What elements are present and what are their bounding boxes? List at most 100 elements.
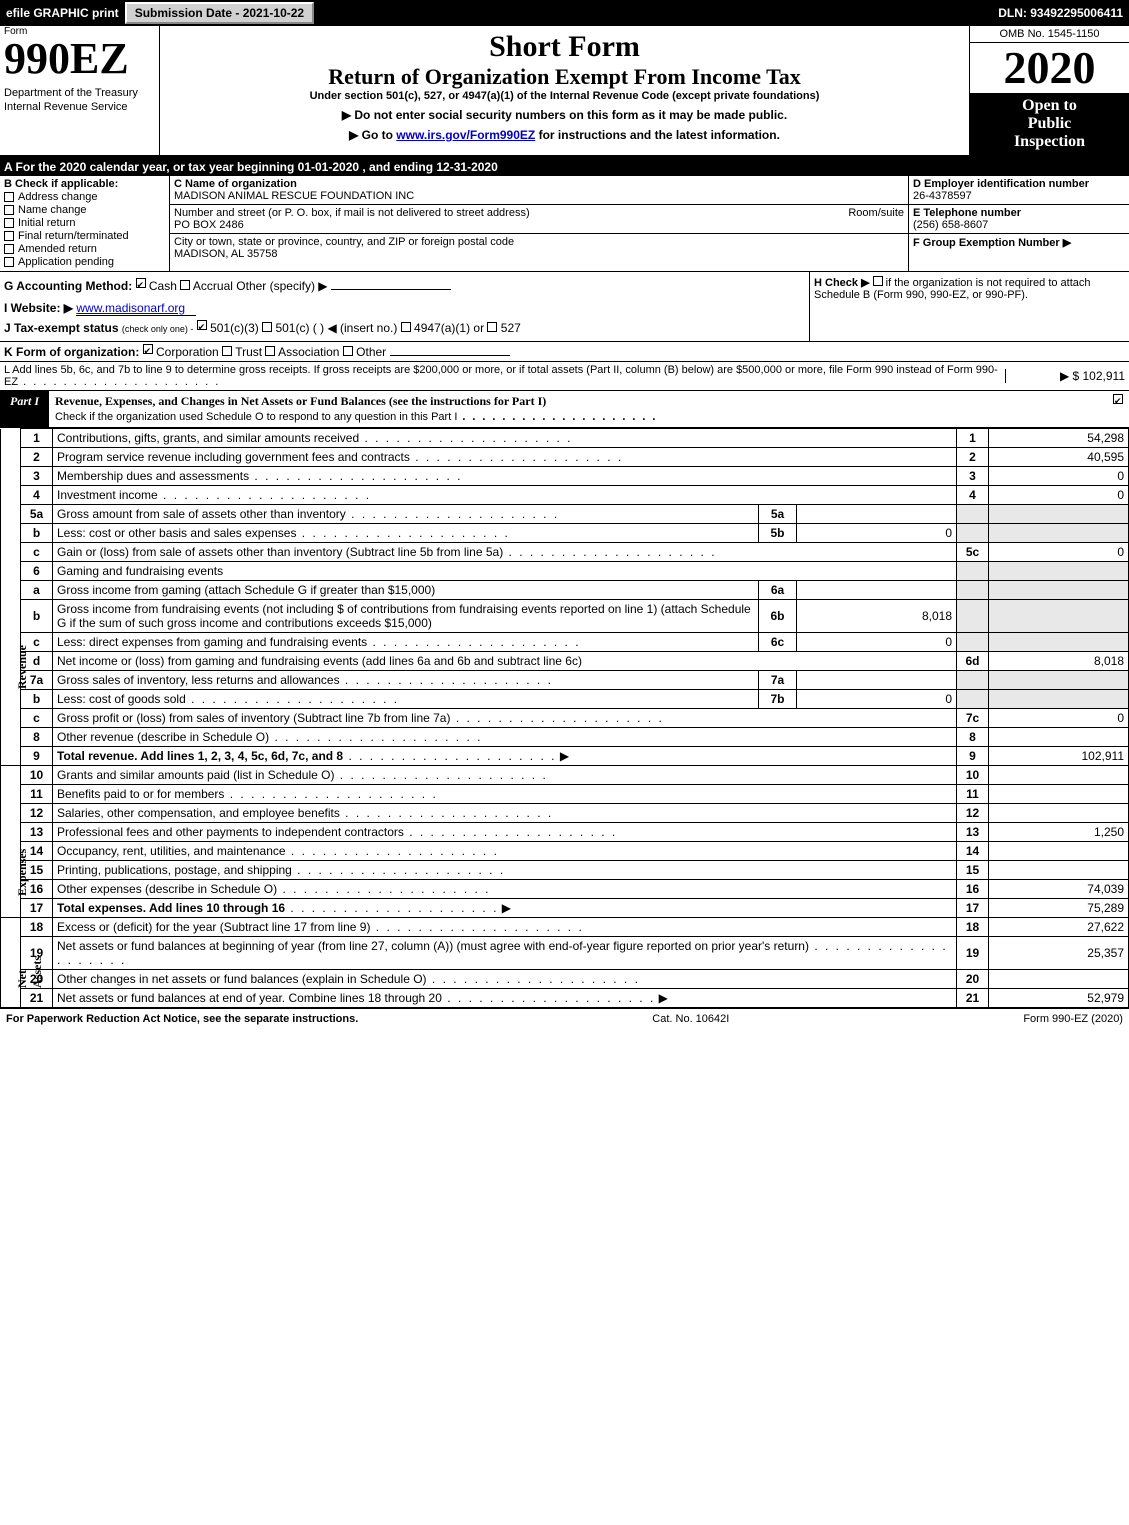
- top-bar: efile GRAPHIC print Submission Date - 20…: [0, 0, 1129, 26]
- dept-treasury: Department of the Treasury: [0, 81, 159, 101]
- org-address: PO BOX 2486: [174, 219, 530, 231]
- val-5b: 0: [797, 524, 957, 543]
- checkbox-501c3[interactable]: [197, 320, 207, 330]
- footer-catno: Cat. No. 10642I: [652, 1013, 729, 1025]
- val-20: [989, 970, 1129, 989]
- g-label: G Accounting Method:: [4, 279, 132, 293]
- title-sub: Return of Organization Exempt From Incom…: [166, 64, 963, 90]
- val-6d: 8,018: [989, 652, 1129, 671]
- val-17: 75,289: [989, 899, 1129, 918]
- k-label: K Form of organization:: [4, 345, 139, 359]
- checkbox-name-change[interactable]: [4, 205, 14, 215]
- arrow-icon: ▶: [502, 901, 511, 915]
- part-i-tab: Part I: [0, 391, 49, 427]
- checkbox-501c[interactable]: [262, 322, 272, 332]
- val-21: 52,979: [989, 989, 1129, 1008]
- form-header: Form 990EZ Department of the Treasury In…: [0, 26, 1129, 158]
- val-1: 54,298: [989, 429, 1129, 448]
- footer-left: For Paperwork Reduction Act Notice, see …: [6, 1013, 358, 1025]
- i-label: I Website: ▶: [4, 301, 73, 315]
- checkbox-address-change[interactable]: [4, 192, 14, 202]
- checkbox-527[interactable]: [487, 322, 497, 332]
- val-12: [989, 804, 1129, 823]
- org-name: MADISON ANIMAL RESCUE FOUNDATION INC: [174, 190, 414, 202]
- part-i-header: Part I Revenue, Expenses, and Changes in…: [0, 391, 1129, 428]
- col-c-org-info: C Name of organization MADISON ANIMAL RE…: [170, 176, 909, 271]
- org-city: MADISON, AL 35758: [174, 248, 514, 260]
- checkbox-trust[interactable]: [222, 346, 232, 356]
- col-b-checkboxes: B Check if applicable: Address change Na…: [0, 176, 170, 271]
- arrow-icon: ▶: [659, 991, 668, 1005]
- omb-number: OMB No. 1545-1150: [970, 26, 1129, 43]
- val-5c: 0: [989, 543, 1129, 562]
- val-7b: 0: [797, 690, 957, 709]
- arrow-icon: ▶: [560, 749, 569, 763]
- val-2: 40,595: [989, 448, 1129, 467]
- e-tel-label: E Telephone number: [913, 207, 1125, 219]
- vlabel-revenue: Revenue: [15, 645, 30, 689]
- footer-form: Form 990-EZ (2020): [1023, 1013, 1123, 1025]
- line-l: L Add lines 5b, 6c, and 7b to line 9 to …: [0, 362, 1129, 391]
- other-org-input[interactable]: [390, 355, 510, 356]
- section-g-h: G Accounting Method: Cash Accrual Other …: [0, 272, 1129, 342]
- efile-label: efile GRAPHIC print: [6, 6, 119, 20]
- checkbox-corporation[interactable]: [143, 344, 153, 354]
- val-11: [989, 785, 1129, 804]
- checkbox-h[interactable]: [873, 276, 883, 286]
- form-number: 990EZ: [0, 37, 159, 81]
- page-footer: For Paperwork Reduction Act Notice, see …: [0, 1008, 1129, 1029]
- checkbox-application-pending[interactable]: [4, 257, 14, 267]
- part-i-table: Revenue 1Contributions, gifts, grants, a…: [0, 428, 1129, 1008]
- goto-prefix: ▶ Go to: [349, 128, 396, 142]
- telephone-value: (256) 658-8607: [913, 219, 1125, 231]
- checkbox-schedule-o[interactable]: [1113, 394, 1123, 404]
- d-ein-label: D Employer identification number: [913, 178, 1125, 190]
- checkbox-cash[interactable]: [136, 278, 146, 288]
- note-goto: ▶ Go to www.irs.gov/Form990EZ for instru…: [166, 128, 963, 142]
- j-label: J Tax-exempt status: [4, 321, 119, 335]
- part-i-title: Revenue, Expenses, and Changes in Net As…: [55, 394, 546, 408]
- val-13: 1,250: [989, 823, 1129, 842]
- ein-value: 26-4378597: [913, 190, 1125, 202]
- goto-suffix: for instructions and the latest informat…: [539, 128, 780, 142]
- checkbox-association[interactable]: [265, 346, 275, 356]
- submission-date-button[interactable]: Submission Date - 2021-10-22: [125, 2, 314, 24]
- vlabel-netassets: Net Assets: [15, 956, 45, 988]
- val-3: 0: [989, 467, 1129, 486]
- dept-irs: Internal Revenue Service: [0, 101, 159, 115]
- other-specify-input[interactable]: [331, 289, 451, 290]
- checkbox-amended-return[interactable]: [4, 244, 14, 254]
- b-header: B Check if applicable:: [4, 178, 165, 190]
- l-amount: ▶ $ 102,911: [1005, 369, 1125, 383]
- c-name-label: C Name of organization: [174, 178, 414, 190]
- val-18: 27,622: [989, 918, 1129, 937]
- vlabel-expenses: Expenses: [15, 849, 30, 896]
- title-short-form: Short Form: [166, 30, 963, 64]
- tax-year: 2020: [970, 43, 1129, 93]
- checkbox-initial-return[interactable]: [4, 218, 14, 228]
- h-label: H Check ▶: [814, 277, 870, 289]
- instructions-link[interactable]: www.irs.gov/Form990EZ: [396, 128, 535, 142]
- dln-label: DLN: 93492295006411: [998, 6, 1123, 20]
- section-b-through-f: B Check if applicable: Address change Na…: [0, 176, 1129, 272]
- checkbox-other-org[interactable]: [343, 346, 353, 356]
- val-4: 0: [989, 486, 1129, 505]
- val-6a: [797, 581, 957, 600]
- val-9: 102,911: [989, 747, 1129, 766]
- part-i-sub: Check if the organization used Schedule …: [55, 411, 457, 423]
- checkbox-accrual[interactable]: [180, 280, 190, 290]
- line-k: K Form of organization: Corporation Trus…: [0, 342, 1129, 362]
- val-15: [989, 861, 1129, 880]
- c-city-label: City or town, state or province, country…: [174, 236, 514, 248]
- checkbox-4947[interactable]: [401, 322, 411, 332]
- val-16: 74,039: [989, 880, 1129, 899]
- website-link[interactable]: www.madisonarf.org: [76, 301, 196, 316]
- c-addr-label: Number and street (or P. O. box, if mail…: [174, 207, 530, 219]
- val-19: 25,357: [989, 937, 1129, 970]
- val-6b: 8,018: [797, 600, 957, 633]
- val-8: [989, 728, 1129, 747]
- room-suite-label: Room/suite: [848, 207, 904, 231]
- title-note: Under section 501(c), 527, or 4947(a)(1)…: [166, 90, 963, 102]
- checkbox-final-return[interactable]: [4, 231, 14, 241]
- open-public-inspection: Open to Public Inspection: [970, 93, 1129, 155]
